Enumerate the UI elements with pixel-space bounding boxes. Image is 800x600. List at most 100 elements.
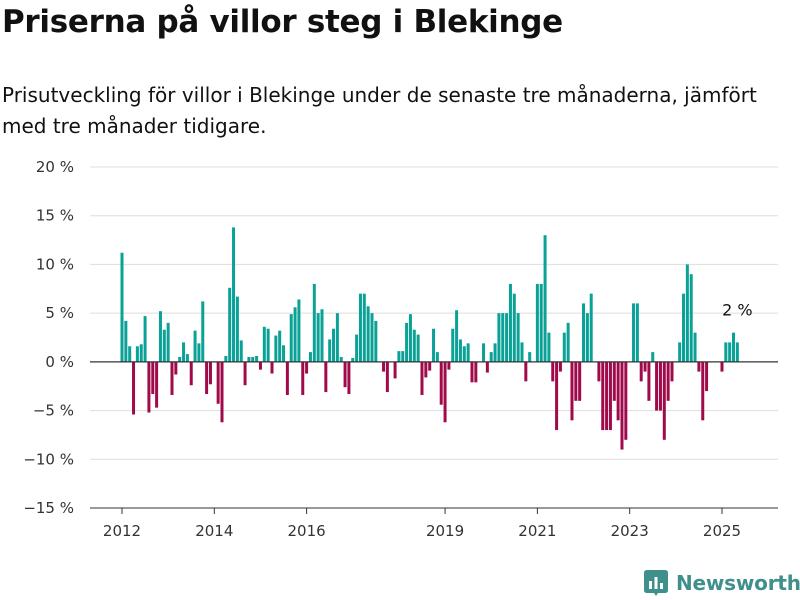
bar — [447, 361, 451, 370]
x-tick-label: 2014 — [195, 522, 233, 540]
bars — [120, 227, 739, 450]
bar — [197, 343, 201, 362]
bar — [224, 356, 228, 362]
bar — [412, 329, 416, 362]
bar — [178, 356, 182, 362]
bar — [528, 352, 532, 362]
bar — [443, 361, 447, 423]
bar — [658, 361, 662, 411]
bar — [635, 303, 639, 362]
bar — [316, 313, 320, 362]
y-tick-label: −15 % — [23, 499, 74, 517]
bar — [216, 361, 220, 404]
bar — [170, 361, 174, 395]
bar — [201, 301, 205, 362]
bar — [147, 361, 151, 413]
bar — [158, 311, 162, 362]
bar — [270, 361, 274, 374]
bar — [124, 320, 128, 362]
y-tick-label: −10 % — [23, 450, 74, 468]
bar — [235, 296, 239, 362]
x-tick-label: 2016 — [288, 522, 326, 540]
bar — [562, 332, 566, 362]
bar — [358, 293, 362, 362]
last-value-annotation: 2 % — [722, 300, 752, 319]
bar — [151, 361, 155, 395]
bar — [462, 346, 466, 362]
bar — [370, 313, 374, 362]
x-tick-label: 2023 — [611, 522, 649, 540]
bar — [243, 361, 247, 386]
bar — [493, 343, 497, 362]
bar — [289, 314, 293, 362]
x-tick-label: 2012 — [103, 522, 141, 540]
bar — [605, 361, 609, 431]
y-tick-label: 0 % — [45, 353, 74, 371]
bar — [397, 351, 401, 362]
bar — [193, 330, 197, 362]
bar — [432, 328, 436, 362]
bar — [520, 342, 524, 362]
bar — [382, 361, 386, 372]
bar — [508, 283, 512, 362]
bar — [678, 342, 682, 362]
bar — [262, 326, 266, 362]
bar — [251, 356, 255, 362]
bar — [555, 361, 559, 431]
bar — [385, 361, 389, 393]
bar — [174, 361, 178, 375]
bar — [720, 361, 724, 372]
bar — [524, 361, 528, 382]
bar — [489, 352, 493, 362]
bar — [182, 342, 186, 362]
bar — [512, 293, 516, 362]
bar — [624, 361, 628, 440]
bar — [266, 328, 270, 362]
bar — [332, 328, 336, 362]
bar — [578, 361, 582, 401]
bar — [501, 313, 505, 362]
bar — [616, 361, 620, 421]
y-tick-label: −5 % — [33, 402, 74, 420]
bar — [651, 352, 655, 362]
bar — [458, 339, 462, 362]
bar — [570, 361, 574, 421]
bar — [539, 283, 543, 362]
bar — [139, 344, 143, 362]
bar — [582, 303, 586, 362]
bar — [301, 361, 305, 395]
bar — [366, 306, 370, 362]
bar — [305, 361, 309, 374]
bar — [143, 316, 147, 362]
bar — [620, 361, 624, 450]
x-tick-label: 2025 — [703, 522, 741, 540]
bar — [655, 361, 659, 411]
bar — [597, 361, 601, 382]
bar — [424, 361, 428, 378]
bar — [401, 351, 405, 362]
bar — [205, 361, 209, 395]
bar — [666, 361, 670, 401]
bar — [689, 274, 693, 362]
bar — [189, 361, 193, 386]
y-tick-label: 15 % — [36, 207, 74, 225]
bar — [485, 361, 489, 373]
bar — [232, 227, 236, 362]
bar — [128, 346, 132, 362]
bar — [220, 361, 224, 423]
bar — [543, 235, 547, 362]
bar — [420, 361, 424, 395]
bar — [393, 361, 397, 379]
bar — [470, 361, 474, 383]
bar — [685, 264, 689, 362]
bar — [324, 361, 328, 393]
brand-logo: Newsworthy — [644, 568, 800, 598]
bar — [308, 352, 312, 362]
bar — [228, 287, 232, 362]
bar — [612, 361, 616, 401]
bar — [293, 307, 297, 362]
chart-title: Priserna på villor steg i Blekinge — [2, 4, 563, 40]
bar — [474, 361, 478, 383]
bar — [516, 313, 520, 362]
bar — [728, 342, 732, 362]
